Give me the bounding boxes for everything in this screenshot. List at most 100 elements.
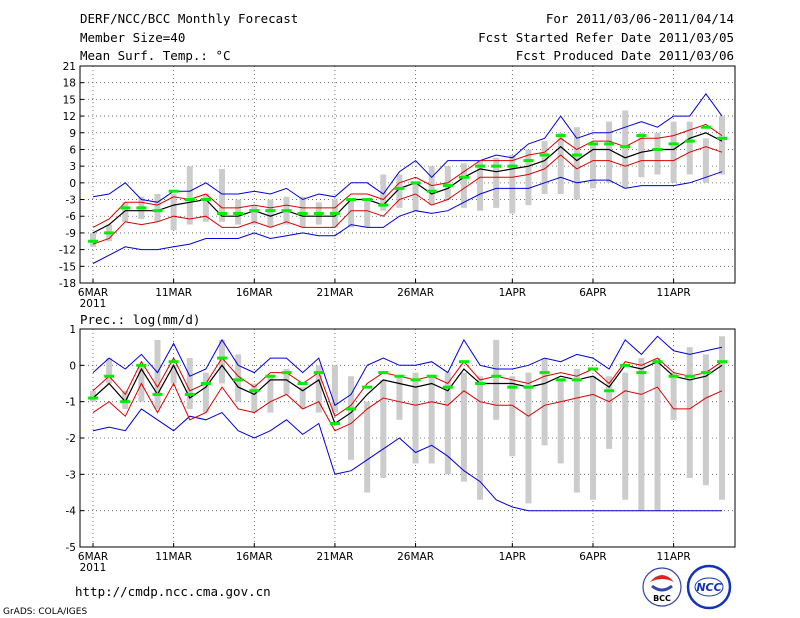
spread-bar bbox=[106, 358, 113, 384]
x-tick-label: 16MAR bbox=[236, 287, 273, 299]
spread-bar bbox=[396, 376, 403, 420]
y-tick-label: -3 bbox=[66, 195, 76, 207]
mean-marker bbox=[652, 360, 663, 364]
mean-marker bbox=[571, 378, 582, 382]
precip-panel-title: Prec.: log(mm/d) bbox=[80, 312, 200, 327]
spread-bar bbox=[251, 383, 258, 413]
mean-marker bbox=[604, 389, 615, 393]
spread-bar bbox=[283, 368, 290, 395]
mean-marker bbox=[313, 211, 324, 215]
grads-credit: GrADS: COLA/IGES bbox=[3, 607, 87, 617]
spread-bar bbox=[251, 205, 258, 225]
spread-bar bbox=[460, 163, 467, 208]
x-tick-label: 6MAR bbox=[78, 287, 108, 299]
mean-marker bbox=[88, 239, 98, 243]
mean-marker bbox=[265, 209, 276, 213]
spread-bar bbox=[509, 376, 516, 457]
mean-marker bbox=[217, 356, 228, 360]
mean-marker bbox=[184, 392, 195, 396]
x-tick-label: 11MAR bbox=[155, 287, 192, 299]
spread-bar bbox=[477, 376, 484, 500]
mean-marker bbox=[346, 407, 357, 411]
spread-bar bbox=[412, 372, 419, 464]
spread-bar bbox=[186, 358, 193, 409]
inner-upper-line bbox=[92, 357, 723, 417]
spread-bar bbox=[719, 336, 725, 500]
mean-marker bbox=[346, 198, 357, 202]
spread-bar bbox=[299, 387, 306, 409]
y-tick-label: 3 bbox=[69, 161, 76, 173]
spread-bar bbox=[670, 121, 677, 183]
mean-marker bbox=[168, 189, 179, 193]
mean-marker bbox=[200, 382, 211, 385]
mean-marker bbox=[668, 374, 679, 378]
mean-marker bbox=[523, 385, 534, 389]
spread-bar bbox=[364, 199, 371, 228]
x-tick-label: 6APR bbox=[579, 287, 607, 299]
y-tick-label: -2 bbox=[66, 433, 76, 445]
inner-lower-line bbox=[92, 146, 723, 245]
spread-bar bbox=[477, 160, 484, 211]
bcc-logo-text: BCC bbox=[653, 594, 671, 603]
y-tick-label: 15 bbox=[63, 94, 76, 106]
mean-marker bbox=[297, 382, 308, 385]
outer-upper-line bbox=[92, 335, 723, 407]
spread-bar bbox=[654, 132, 661, 175]
mean-marker bbox=[329, 421, 340, 425]
spread-bar bbox=[589, 143, 596, 189]
mean-marker bbox=[491, 374, 502, 378]
spread-bar bbox=[428, 376, 435, 464]
x-tick-label: 11APR bbox=[657, 551, 691, 563]
mean-marker bbox=[378, 203, 389, 207]
spread-bar bbox=[170, 193, 177, 231]
y-tick-label: -9 bbox=[66, 228, 76, 240]
spread-bar bbox=[396, 174, 403, 208]
figure-title: DERF/NCC/BCC Monthly Forecast bbox=[80, 11, 298, 26]
spread-bar bbox=[412, 182, 419, 211]
mean-marker bbox=[136, 363, 147, 367]
spread-bar bbox=[606, 121, 613, 183]
variable-label: Mean Surf. Temp.: °C bbox=[80, 48, 231, 63]
mean-marker bbox=[475, 164, 486, 168]
spread-bar bbox=[122, 202, 129, 222]
mean-marker bbox=[152, 209, 163, 213]
mean-marker bbox=[636, 134, 647, 138]
mean-marker bbox=[458, 360, 469, 364]
spread-bar bbox=[380, 379, 387, 478]
mean-marker bbox=[700, 125, 711, 129]
y-tick-label: -5 bbox=[66, 542, 76, 554]
spread-bar bbox=[686, 121, 693, 175]
mean-marker bbox=[684, 374, 695, 378]
spread-bar bbox=[122, 390, 129, 409]
spread-bar bbox=[702, 354, 709, 486]
x-tick-label: 1APR bbox=[499, 287, 527, 299]
mean-marker bbox=[394, 374, 405, 378]
spread-bar bbox=[219, 339, 226, 384]
mean-marker bbox=[265, 374, 276, 378]
spread-bar bbox=[670, 372, 677, 420]
y-tick-label: -12 bbox=[59, 245, 76, 257]
mean-marker bbox=[378, 371, 389, 375]
spread-bar bbox=[364, 401, 371, 493]
mean-marker bbox=[555, 378, 566, 382]
mean-marker bbox=[587, 142, 598, 146]
y-tick-label: -4 bbox=[66, 506, 77, 518]
member-size: Member Size=40 bbox=[80, 30, 185, 45]
mean-marker bbox=[555, 134, 566, 138]
y-tick-label: 6 bbox=[69, 144, 76, 156]
x-tick-label: 16MAR bbox=[236, 551, 273, 563]
spread-bar bbox=[235, 354, 242, 402]
spread-bar bbox=[380, 174, 387, 211]
spread-bar bbox=[170, 365, 177, 384]
spread-bar bbox=[348, 199, 355, 228]
mean-marker bbox=[249, 389, 260, 393]
spread-bar bbox=[202, 372, 209, 413]
mean-marker bbox=[233, 378, 244, 382]
x-tick-label: 1APR bbox=[499, 551, 527, 563]
source-url: http://cmdp.ncc.cma.gov.cn bbox=[75, 584, 271, 599]
mean-marker bbox=[475, 382, 486, 385]
spread-bar bbox=[267, 199, 274, 228]
mean-marker bbox=[362, 198, 373, 202]
spread-bar bbox=[638, 358, 645, 511]
